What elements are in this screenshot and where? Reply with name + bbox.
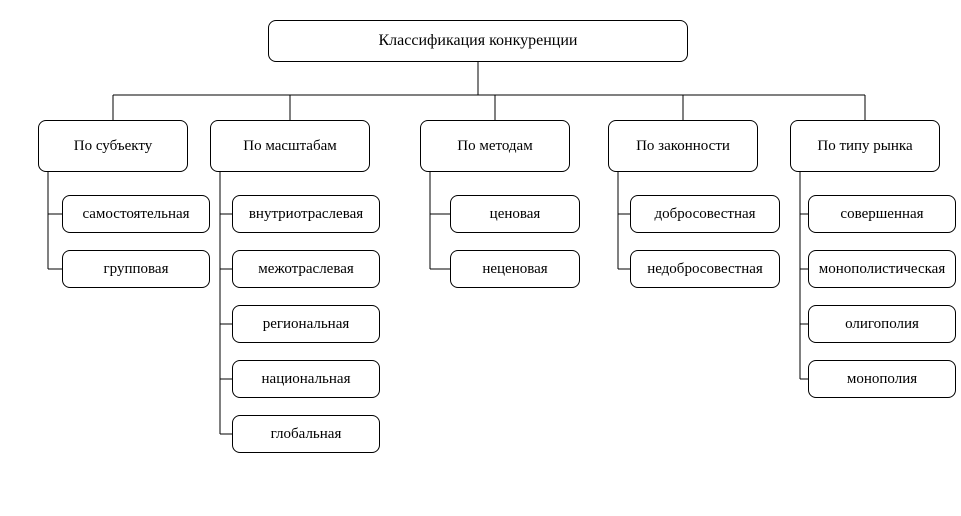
leaf-node: монополистическая	[808, 250, 956, 288]
diagram-canvas: Классификация конкуренции По субъекту По…	[0, 0, 961, 516]
leaf-node: совершенная	[808, 195, 956, 233]
leaf-node: региональная	[232, 305, 380, 343]
leaf-node: межотраслевая	[232, 250, 380, 288]
root-node: Классификация конкуренции	[268, 20, 688, 62]
leaf-node: монополия	[808, 360, 956, 398]
leaf-node: внутриотраслевая	[232, 195, 380, 233]
leaf-node: ценовая	[450, 195, 580, 233]
branch-legality: По законности	[608, 120, 758, 172]
leaf-node: олигополия	[808, 305, 956, 343]
branch-market-type: По типу рынка	[790, 120, 940, 172]
leaf-node: глобальная	[232, 415, 380, 453]
branch-methods: По методам	[420, 120, 570, 172]
leaf-node: добросовестная	[630, 195, 780, 233]
leaf-node: национальная	[232, 360, 380, 398]
leaf-node: неценовая	[450, 250, 580, 288]
branch-subject: По субъекту	[38, 120, 188, 172]
leaf-node: самостоятельная	[62, 195, 210, 233]
branch-scale: По масштабам	[210, 120, 370, 172]
leaf-node: групповая	[62, 250, 210, 288]
leaf-node: недобросовестная	[630, 250, 780, 288]
